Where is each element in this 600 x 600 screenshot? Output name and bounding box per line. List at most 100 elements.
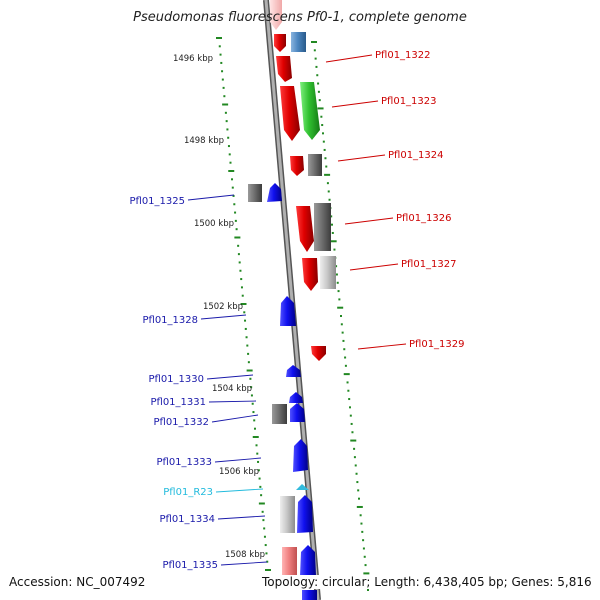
tick-mark (245, 336, 248, 339)
tick-mark (354, 464, 357, 467)
tick-mark (363, 555, 366, 558)
gene-arrow-pfl01-1327 (302, 258, 318, 291)
tick-marks (216, 37, 370, 591)
map-title: Pseudomonas fluorescens Pf0-1, complete … (133, 10, 467, 25)
gene-arrow-pfl01-1331 (289, 392, 303, 403)
tick-mark (234, 211, 237, 214)
tick-mark (231, 186, 234, 189)
tick-mark (257, 469, 260, 472)
gene-label-pfl01-1325: Pfl01_1325 (129, 196, 185, 207)
gene-arrow-pfl01-1325 (267, 183, 282, 202)
gene-box-pfl01-1332 (272, 404, 287, 424)
tick-mark (326, 182, 329, 185)
tick-mark (263, 527, 266, 530)
tick-mark (340, 323, 343, 326)
tick-mark (358, 497, 360, 500)
tick-mark (233, 203, 236, 206)
tick-mark (349, 414, 352, 417)
gene-arrow-pfl01-1330 (286, 365, 301, 377)
scale-label: 1496 kbp (173, 54, 213, 64)
tick-mark (356, 481, 359, 484)
tick-mark (221, 70, 224, 73)
tick-mark (331, 223, 333, 226)
tick-mark (360, 522, 363, 525)
tick-mark (342, 339, 345, 342)
tick-mark (338, 298, 341, 301)
scale-label: 1506 kbp (219, 467, 259, 477)
tick-mark (367, 589, 369, 591)
leader-lines (187, 54, 407, 566)
gene-box-pfl01-1324-pair (308, 154, 322, 176)
tick-mark (322, 140, 325, 143)
tick-mark (260, 494, 263, 497)
tick-mark (227, 145, 230, 148)
gene-arrow-pfl01-1323 (280, 86, 300, 141)
tick-mark (335, 265, 338, 268)
tick-mark (251, 402, 254, 405)
tick-mark (229, 161, 232, 164)
gene-label-pfl01-1331: Pfl01_1331 (150, 397, 206, 408)
gene-arrow-partial (270, 0, 282, 30)
tick-mark (313, 49, 316, 52)
tick-mark (349, 406, 351, 409)
gene-arrow-pfl01-1323-a (276, 56, 292, 82)
gene-label-pfl01-1333: Pfl01_1333 (156, 457, 212, 468)
tick-mark (258, 477, 261, 480)
tick-mark (266, 560, 269, 563)
gene-arrow-pfl01-1322 (274, 34, 286, 52)
tick-mark (241, 294, 244, 297)
tick-mark (252, 436, 259, 438)
tick-mark (324, 173, 331, 176)
tick-mark (221, 78, 224, 81)
gene-box-partial-bottom (302, 590, 317, 600)
tick-mark (353, 456, 356, 459)
gene-arrow-pfl01-r23 (296, 484, 309, 490)
tick-mark (265, 552, 268, 555)
tick-mark (347, 389, 350, 392)
tick-mark (259, 485, 262, 488)
tick-mark (325, 165, 328, 168)
tick-mark (323, 148, 326, 151)
tick-mark (244, 319, 247, 322)
tick-mark (318, 99, 321, 102)
tick-mark (361, 530, 364, 533)
tick-mark (234, 236, 241, 239)
tick-mark (235, 228, 238, 231)
gene-arrow-pfl01-1323-green (300, 82, 320, 140)
tick-mark (238, 261, 241, 264)
tick-mark (250, 394, 253, 397)
tick-mark (222, 103, 229, 106)
gene-label-pfl01-1334: Pfl01_1334 (159, 514, 215, 525)
scale-labels: 1496 kbp 1498 kbp 1500 kbp 1502 kbp 1504… (173, 54, 265, 560)
gene-label-pfl01-1324: Pfl01_1324 (388, 150, 444, 161)
tick-mark (247, 352, 250, 355)
tick-mark (246, 344, 249, 347)
tick-mark (228, 170, 235, 172)
tick-mark (317, 82, 320, 85)
gene-box-pfl01-1326-pair (314, 203, 331, 251)
tick-mark (328, 198, 331, 201)
tick-mark (344, 364, 347, 367)
gene-arrow-pfl01-1333 (293, 439, 308, 472)
tick-mark (362, 547, 365, 550)
genome-summary-text: Topology: circular; Length: 6,438,405 bp… (262, 575, 592, 589)
tick-mark (255, 444, 258, 447)
tick-mark (314, 57, 317, 60)
tick-mark (263, 535, 266, 538)
tick-mark (337, 306, 344, 309)
scale-label: 1508 kbp (225, 550, 265, 560)
tick-mark (340, 315, 342, 317)
tick-mark (220, 61, 223, 64)
tick-mark (218, 45, 221, 48)
tick-mark (359, 514, 362, 517)
tick-mark (243, 311, 246, 314)
tick-mark (357, 489, 360, 492)
tick-mark (356, 505, 363, 508)
tick-mark (234, 219, 237, 222)
tick-mark (232, 194, 235, 197)
gene-label-pfl01-1328: Pfl01_1328 (142, 315, 198, 326)
tick-mark (317, 90, 320, 93)
tick-mark (252, 411, 255, 414)
tick-mark (330, 240, 337, 243)
tick-mark (237, 244, 240, 247)
